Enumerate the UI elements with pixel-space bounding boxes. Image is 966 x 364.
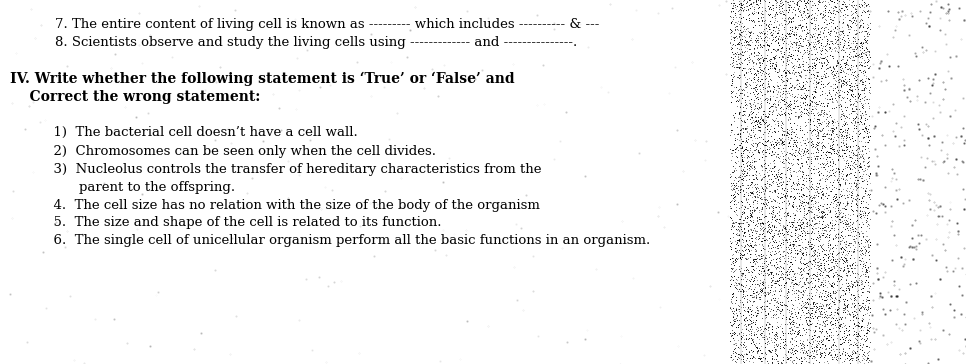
Text: 3)  Nucleolus controls the transfer of hereditary characteristics from the: 3) Nucleolus controls the transfer of he… (45, 163, 542, 176)
Text: 4.  The cell size has no relation with the size of the body of the organism: 4. The cell size has no relation with th… (45, 199, 540, 212)
Text: 8. Scientists observe and study the living cells using ------------- and -------: 8. Scientists observe and study the livi… (55, 36, 578, 49)
Text: parent to the offspring.: parent to the offspring. (45, 181, 235, 194)
Text: 2)  Chromosomes can be seen only when the cell divides.: 2) Chromosomes can be seen only when the… (45, 145, 436, 158)
Text: IV. Write whether the following statement is ‘True’ or ‘False’ and: IV. Write whether the following statemen… (10, 72, 515, 86)
Text: 7. The entire content of living cell is known as --------- which includes ------: 7. The entire content of living cell is … (55, 18, 599, 31)
Text: 5.  The size and shape of the cell is related to its function.: 5. The size and shape of the cell is rel… (45, 216, 441, 229)
Text: 1)  The bacterial cell doesn’t have a cell wall.: 1) The bacterial cell doesn’t have a cel… (45, 126, 357, 139)
Text: 6.  The single cell of unicellular organism perform all the basic functions in a: 6. The single cell of unicellular organi… (45, 234, 650, 247)
Text: Correct the wrong statement:: Correct the wrong statement: (10, 90, 261, 104)
